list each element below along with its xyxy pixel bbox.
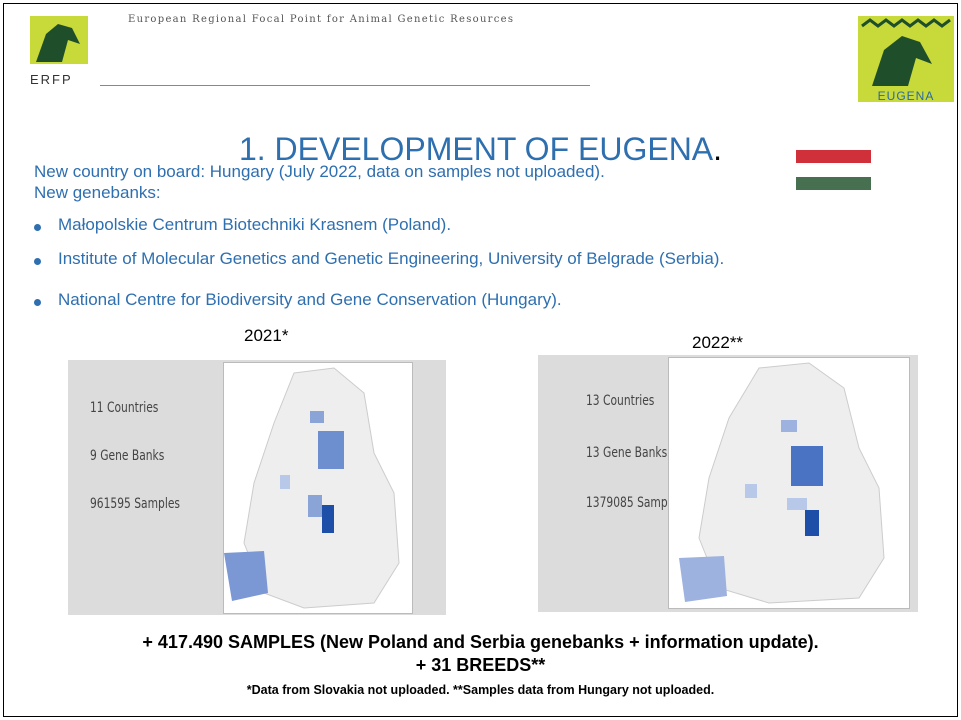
- intro-line: New country on board: Hungary (July 2022…: [34, 162, 605, 181]
- footer-note: *Data from Slovakia not uploaded. **Samp…: [246, 683, 715, 697]
- intro-line: New genebanks:: [34, 183, 161, 202]
- bullet: Małopolskie Centrum Biotechniki Krasnem …: [58, 215, 452, 234]
- footer-line: + 417.490 SAMPLES (New Poland and Serbia…: [142, 632, 819, 652]
- bullet-dot: [34, 258, 41, 265]
- stat: 1379085 Samples: [586, 495, 683, 511]
- map-panel: 11 Countries 9 Gene Banks 961595 Samples: [68, 360, 446, 615]
- title-period: .: [713, 131, 723, 167]
- rule: [100, 85, 590, 86]
- erfp-logo: ERFP: [30, 16, 88, 87]
- bullet: Institute of Molecular Genetics and Gene…: [58, 249, 725, 268]
- logo-text: ERFP: [30, 72, 73, 87]
- org-name: European Regional Focal Point for Animal…: [128, 14, 515, 25]
- hungary-flag: [796, 150, 871, 190]
- title: 1. DEVELOPMENT OF EUGENA.: [0, 131, 961, 168]
- bullet-dot: [34, 299, 41, 306]
- bullet: National Centre for Biodiversity and Gen…: [58, 290, 562, 309]
- eugena-logo: EUGENA: [858, 16, 954, 103]
- title-text: 1. DEVELOPMENT OF EUGENA: [238, 131, 714, 167]
- stat: 9 Gene Banks: [90, 448, 165, 464]
- year-label: 2021*: [244, 326, 289, 345]
- map: [223, 362, 413, 614]
- stat: 13 Gene Banks: [586, 445, 668, 461]
- stat: 11 Countries: [90, 400, 159, 416]
- map: [668, 357, 910, 609]
- slide: [3, 3, 958, 717]
- year-label: 2022**: [692, 333, 744, 352]
- stat: 961595 Samples: [90, 496, 180, 512]
- bullet-dot: [34, 224, 41, 231]
- logo-text: EUGENA: [878, 89, 935, 103]
- map-panel: 13 Countries 13 Gene Banks 1379085 Sampl…: [538, 355, 918, 612]
- footer-line: + 31 BREEDS**: [415, 655, 546, 675]
- stat: 13 Countries: [586, 393, 655, 409]
